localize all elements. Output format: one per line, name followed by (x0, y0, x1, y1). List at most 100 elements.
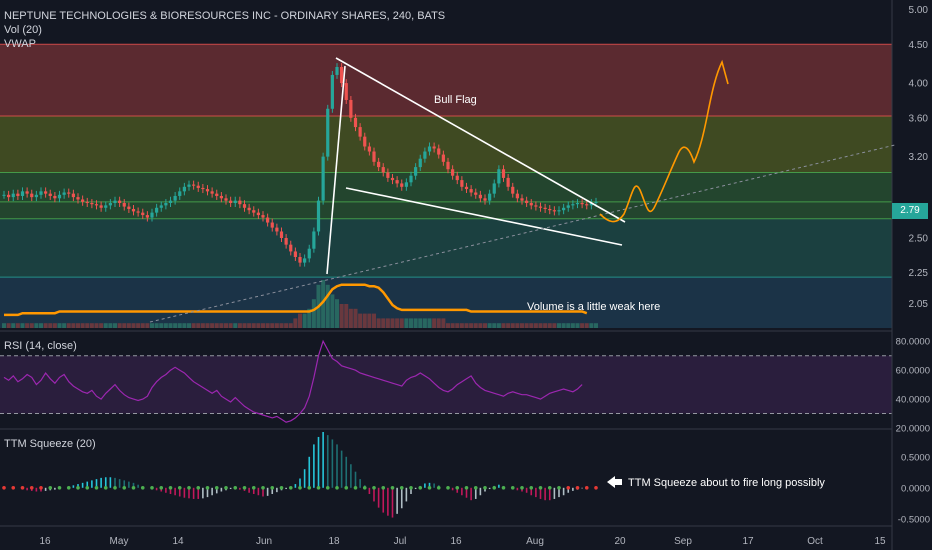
squeeze-dot (566, 486, 571, 490)
volume-bar (353, 308, 358, 328)
flag-top-line (335, 57, 626, 223)
candle-body (580, 203, 584, 205)
squeeze-dot (325, 486, 330, 490)
volume-bar (237, 323, 242, 328)
volume-bar (427, 318, 432, 328)
volume-bar (228, 323, 233, 328)
volume-bar (43, 323, 48, 328)
squeeze-dot (575, 486, 580, 490)
zone-band (0, 172, 892, 219)
volume-bar (76, 323, 80, 328)
volume-bar (288, 323, 293, 328)
candle-body (344, 83, 348, 100)
squeeze-dot (196, 486, 201, 490)
ttm-tick-label: 0.0000 (901, 483, 930, 494)
volume-bar (399, 318, 404, 328)
candle-body (30, 193, 34, 198)
squeeze-dot (436, 486, 441, 490)
volume-bar (126, 323, 131, 328)
volume-bar (580, 323, 585, 328)
volume-bar (34, 323, 39, 328)
volume-note-label: Volume is a little weak here (527, 301, 660, 313)
squeeze-dot (427, 486, 432, 490)
squeeze-dot (251, 486, 256, 490)
volume-bar (390, 318, 395, 328)
candle-body (155, 207, 159, 213)
volume-bar (367, 313, 372, 328)
price-tick-label: 4.00 (909, 79, 929, 90)
time-tick-label: Sep (674, 536, 692, 547)
left-arrow-icon (607, 476, 622, 488)
candle-body (279, 231, 284, 238)
volume-bar (173, 323, 178, 328)
candle-body (418, 158, 422, 168)
volume-bar (469, 323, 474, 328)
volume-bar (547, 323, 552, 328)
vwap-line (4, 283, 588, 317)
volume-bar (279, 323, 284, 328)
candle-body (224, 198, 228, 201)
volume-bar (145, 323, 150, 328)
squeeze-dot (473, 486, 478, 490)
squeeze-dot (159, 486, 164, 490)
squeeze-dot (20, 486, 25, 490)
volume-bar (524, 323, 529, 328)
volume-bar (557, 323, 561, 328)
squeeze-dot (233, 486, 238, 490)
squeeze-dot (390, 486, 395, 490)
rsi-tick-label: 40.0000 (896, 395, 930, 406)
volume-bar (570, 323, 575, 328)
volume-bar (594, 323, 598, 328)
candle-body (409, 175, 413, 183)
candle-body (353, 117, 358, 128)
squeeze-dot (557, 486, 561, 490)
rsi-pane[interactable] (0, 330, 892, 423)
candle-body (293, 251, 297, 257)
squeeze-dot (298, 486, 302, 490)
volume-bar (520, 323, 524, 328)
time-tick-label: 16 (39, 536, 51, 547)
candle-body (381, 167, 385, 173)
candle-body (562, 207, 566, 211)
price-pane[interactable] (0, 43, 892, 328)
candle-body (497, 169, 501, 184)
volume-bar (265, 323, 270, 328)
ttm-pane[interactable] (0, 428, 892, 518)
candle-body (460, 180, 464, 187)
volume-bar (177, 323, 182, 328)
squeeze-dot (455, 486, 460, 490)
volume-bar (214, 323, 219, 328)
squeeze-dot (150, 486, 154, 490)
time-tick-label: Oct (807, 536, 823, 547)
squeeze-dot (131, 486, 136, 490)
candle-body (210, 191, 214, 194)
volume-bar (108, 323, 113, 328)
squeeze-dot (446, 486, 450, 490)
candle-body (492, 183, 496, 194)
volume-bar (339, 304, 344, 328)
candle-body (571, 204, 575, 206)
volume-bar (284, 323, 289, 328)
last-price-badge: 2.79 (892, 203, 928, 219)
squeeze-dot (399, 486, 404, 490)
projection-path (599, 59, 729, 223)
candle-body (575, 203, 580, 205)
volume-bar (575, 323, 580, 328)
squeeze-dot (103, 486, 108, 490)
volume-bar (57, 323, 62, 328)
candle-body (515, 193, 519, 199)
volume-bar (404, 318, 409, 328)
price-tick-label: 2.50 (909, 233, 929, 244)
time-tick-label: Jul (394, 536, 407, 547)
volume-bar (376, 318, 381, 328)
candle-body (414, 167, 418, 176)
squeeze-dot (372, 486, 376, 490)
squeeze-dot (261, 486, 265, 490)
volume-bar (80, 323, 85, 328)
time-tick-label: 14 (172, 536, 184, 547)
squeeze-dot (288, 486, 293, 490)
volume-bar (71, 323, 76, 328)
volume-bar (302, 313, 307, 328)
